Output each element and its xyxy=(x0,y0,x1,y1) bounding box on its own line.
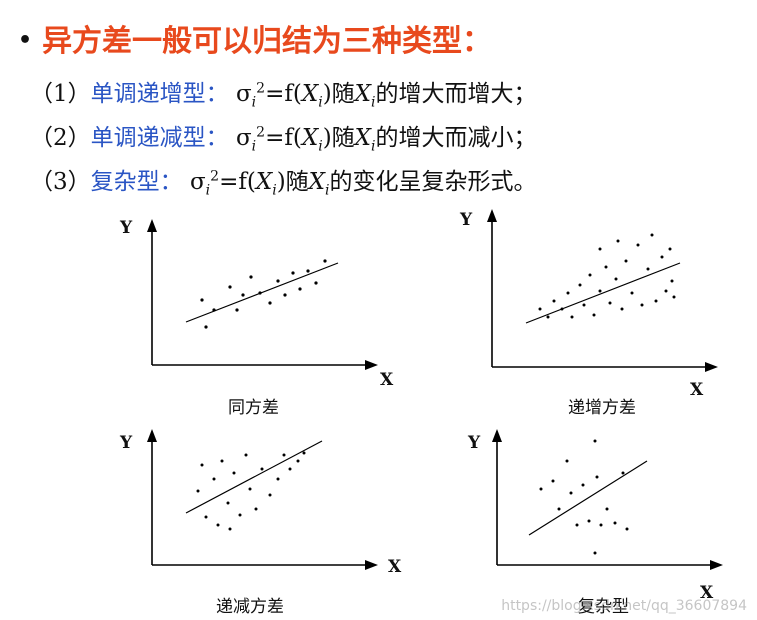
y-arrow-icon xyxy=(492,429,502,442)
type-num: （2） xyxy=(30,125,91,151)
sub-i: i xyxy=(318,94,323,111)
x-arrow-icon xyxy=(365,360,378,370)
close: )随 xyxy=(276,169,309,195)
scatter-points xyxy=(196,451,306,531)
x-axis-label: X xyxy=(388,557,402,577)
x-axis-label: X xyxy=(700,583,714,603)
sigma: σ xyxy=(235,125,252,151)
caption-homoscedastic: 同方差 xyxy=(228,398,279,418)
sub-i: i xyxy=(272,182,277,199)
close: )随 xyxy=(322,125,355,151)
var-x: X xyxy=(354,81,372,107)
sub-i: i xyxy=(371,94,376,111)
y-axis-label: Y xyxy=(120,218,133,238)
x-axis-label: X xyxy=(380,370,394,390)
scatter-points xyxy=(200,259,327,329)
sub-i: i xyxy=(371,138,376,155)
scatter-plot-homoscedastic xyxy=(147,219,378,370)
close: )随 xyxy=(322,81,355,107)
type-desc: 的变化呈复杂形式。 xyxy=(329,169,537,195)
y-axis-label: Y xyxy=(120,433,133,453)
scatter-plot-decreasing xyxy=(147,429,378,570)
sigma: σ xyxy=(189,169,206,195)
type-line-2: （2）单调递减型： σi2=f(Xi)随Xi的增大而减小； xyxy=(30,118,537,155)
regression-line xyxy=(185,440,323,514)
type-name: 复杂型： xyxy=(90,169,183,195)
sub-i: i xyxy=(325,182,330,199)
y-arrow-icon xyxy=(147,429,157,442)
eq: =f( xyxy=(265,125,302,151)
sub-i: i xyxy=(205,182,211,199)
sup-2: 2 xyxy=(256,124,266,141)
sub-i: i xyxy=(251,94,257,111)
var-x: X xyxy=(301,81,319,107)
eq: =f( xyxy=(219,169,256,195)
caption-decreasing: 递减方差 xyxy=(216,597,284,617)
bullet-icon: • xyxy=(18,28,33,53)
type-desc: 的增大而增大； xyxy=(375,81,537,107)
heading: • 异方差一般可以归结为三种类型： xyxy=(18,16,492,60)
scatter-plot-complex xyxy=(492,429,723,570)
sup-2: 2 xyxy=(210,168,220,185)
scatter-points xyxy=(539,439,629,555)
x-axis-label: X xyxy=(690,380,704,400)
sigma: σ xyxy=(235,81,252,107)
sub-i: i xyxy=(251,138,257,155)
y-axis-label: Y xyxy=(460,210,473,230)
type-num: （3） xyxy=(30,169,91,195)
type-line-1: （1）单调递增型： σi2=f(Xi)随Xi的增大而增大； xyxy=(30,74,537,111)
type-desc: 的增大而减小； xyxy=(375,125,537,151)
caption-complex: 复杂型 xyxy=(578,597,629,617)
x-arrow-icon xyxy=(705,362,718,372)
sup-2: 2 xyxy=(256,80,266,97)
heading-text: 异方差一般可以归结为三种类型： xyxy=(42,24,493,59)
regression-line xyxy=(185,262,339,323)
scatter-points xyxy=(538,233,676,319)
type-name: 单调递增型： xyxy=(90,81,229,107)
type-num: （1） xyxy=(30,81,91,107)
x-arrow-icon xyxy=(365,560,378,570)
regression-line xyxy=(525,262,681,324)
type-line-3: （3）复杂型： σi2=f(Xi)随Xi的变化呈复杂形式。 xyxy=(30,162,537,199)
var-x: X xyxy=(354,125,372,151)
scatter-plot-increasing xyxy=(487,209,718,372)
y-arrow-icon xyxy=(147,219,157,232)
x-arrow-icon xyxy=(710,560,723,570)
type-name: 单调递减型： xyxy=(90,125,229,151)
y-axis-label: Y xyxy=(468,433,481,453)
var-x: X xyxy=(301,125,319,151)
watermark: https://blog.csdn.net/qq_36607894 xyxy=(501,598,747,614)
caption-increasing: 递增方差 xyxy=(568,398,636,418)
var-x: X xyxy=(255,169,273,195)
regression-line xyxy=(528,460,648,536)
eq: =f( xyxy=(265,81,302,107)
var-x: X xyxy=(308,169,326,195)
sub-i: i xyxy=(318,138,323,155)
y-arrow-icon xyxy=(487,209,497,222)
